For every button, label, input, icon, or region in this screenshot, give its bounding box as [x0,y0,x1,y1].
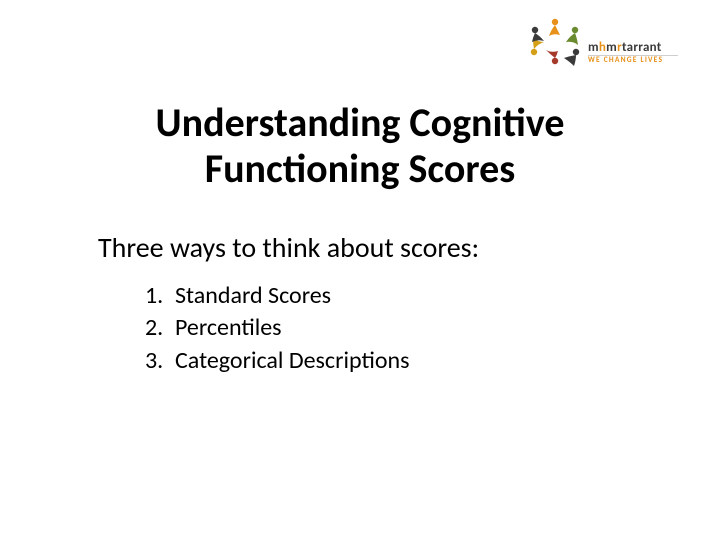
logo-suffix: tarrant [622,40,662,55]
list-item: 2.Percentiles [145,312,409,344]
list-item: 3.Categorical Descriptions [145,345,409,377]
title-line-1: Understanding Cognitive [0,100,720,146]
logo-brand-text: mhmrtarrant [588,40,662,55]
logo-tagline: WE CHANGE LIVES [588,56,663,65]
list-text: Categorical Descriptions [175,346,409,375]
list-number: 3. [145,345,175,377]
list-item: 1.Standard Scores [145,280,409,312]
logo-letter-m2: m [606,40,617,55]
list-number: 2. [145,312,175,344]
subtitle-text: Three ways to think about scores: [98,230,479,265]
logo-figures-icon [520,14,590,69]
logo-letter-m1: m [588,40,599,55]
list-text: Standard Scores [175,281,331,310]
list-text: Percentiles [175,313,282,342]
numbered-list: 1.Standard Scores 2.Percentiles 3.Catego… [145,280,409,377]
list-number: 1. [145,280,175,312]
page-title: Understanding Cognitive Functioning Scor… [0,100,720,192]
title-line-2: Functioning Scores [0,146,720,192]
logo: mhmrtarrant WE CHANGE LIVES [510,18,690,88]
